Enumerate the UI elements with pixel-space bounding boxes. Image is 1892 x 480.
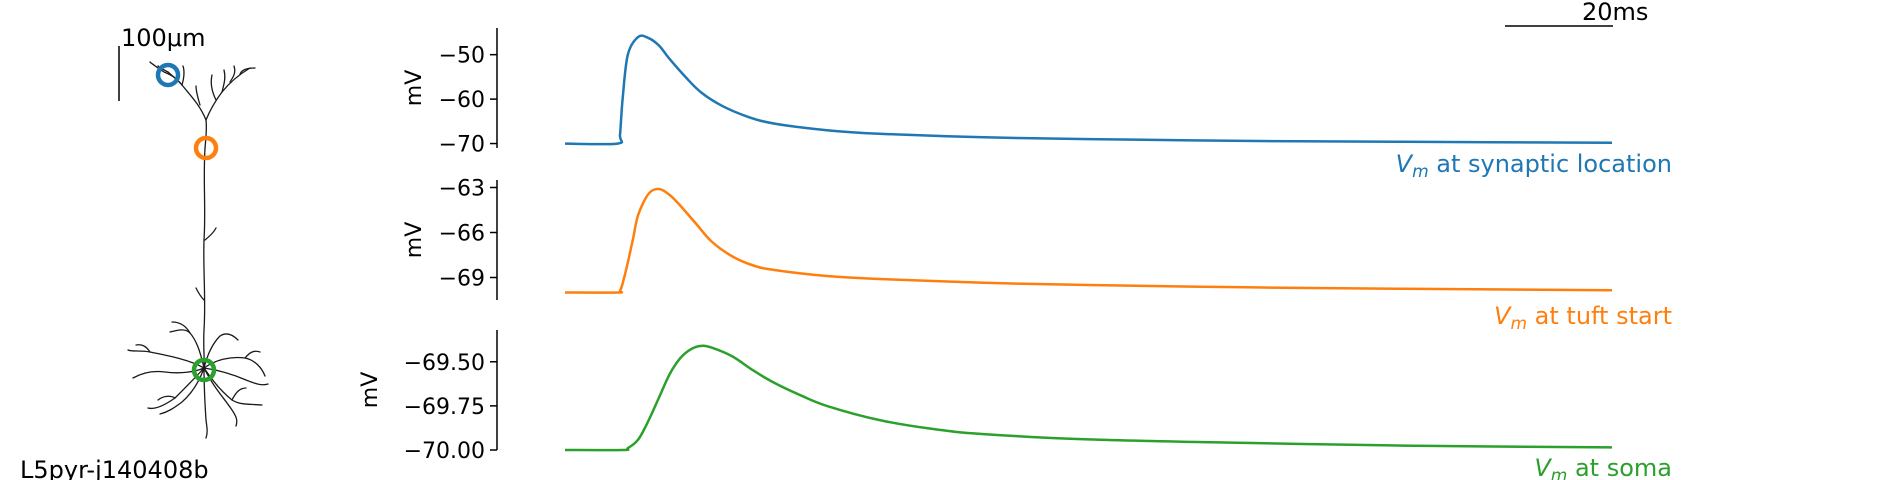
y-tick-label: −69: [439, 267, 485, 292]
trace-label: Vm at soma: [1534, 454, 1672, 480]
synapse-marker: [155, 62, 181, 88]
cell-name: L5pyr-j140408b: [20, 456, 209, 480]
tuft-start-marker: [193, 135, 219, 161]
soma-marker: [191, 357, 217, 383]
traces: −70 −60 −50 mV Vm at synaptic location −69 −66…: [358, 28, 1672, 480]
y-axis-label: mV: [402, 222, 427, 258]
trace-label: Vm at tuft start: [1494, 302, 1672, 334]
y-tick-label: −69.50: [404, 351, 485, 376]
time-scale-label: 20ms: [1582, 0, 1648, 26]
y-axis-label: mV: [402, 70, 427, 106]
morphology-scale-label: 100μm: [121, 24, 205, 52]
y-tick-label: −50: [439, 44, 485, 69]
y-tick-label: −70: [439, 133, 485, 158]
y-tick-label: −60: [439, 88, 485, 113]
neuron-morphology: [127, 61, 269, 439]
y-tick-label: −70.00: [404, 439, 485, 464]
trace-line: [564, 34, 1613, 146]
trace-line: [564, 187, 1613, 294]
trace-label: Vm at synaptic location: [1396, 150, 1672, 182]
y-tick-label: −63: [439, 177, 485, 202]
trace-line: [564, 344, 1613, 452]
y-tick-label: −66: [439, 222, 485, 247]
y-axis-label: mV: [358, 372, 383, 408]
y-tick-label: −69.75: [404, 395, 485, 420]
